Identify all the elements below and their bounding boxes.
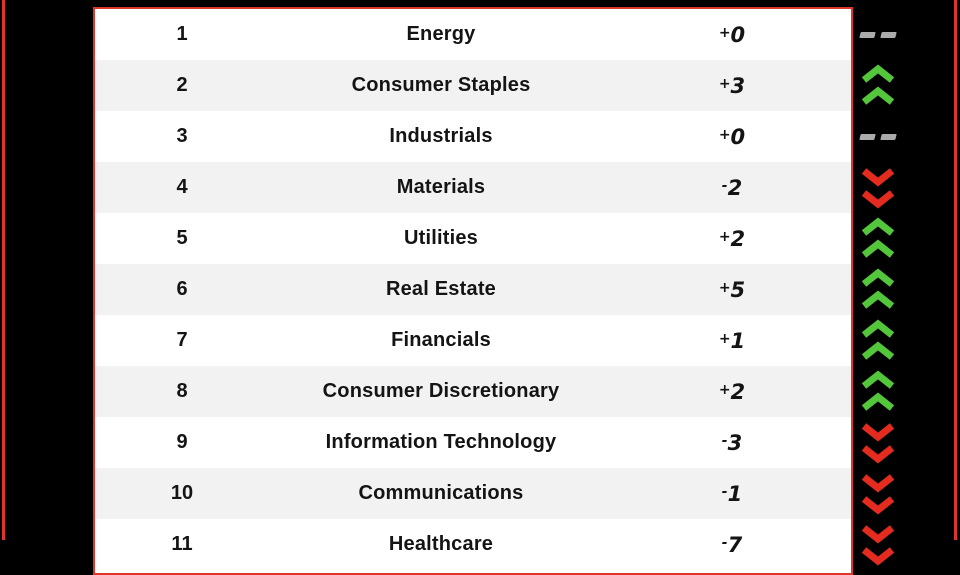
chevron-down-icon bbox=[861, 474, 895, 515]
sector-name-cell: Healthcare bbox=[388, 533, 494, 555]
sector-name-cell: Consumer Staples bbox=[351, 74, 531, 96]
flat-dash-icon bbox=[859, 133, 876, 140]
rank-change-cell: +1 bbox=[718, 328, 746, 353]
sector-name-cell: Energy bbox=[406, 23, 476, 45]
table-row: 5 Utilities +2 bbox=[95, 213, 851, 264]
chevron-up-icon bbox=[861, 217, 895, 258]
rank-cell: 3 bbox=[176, 125, 188, 147]
rank-change-cell: +0 bbox=[718, 22, 746, 47]
sector-name-cell: Financials bbox=[391, 329, 491, 351]
sector-name-cell: Materials bbox=[396, 176, 486, 198]
chevron-down-icon bbox=[861, 423, 895, 464]
rank-change-cell: -2 bbox=[721, 175, 743, 200]
table-row: 8 Consumer Discretionary +2 bbox=[95, 366, 851, 417]
trend-indicator bbox=[853, 111, 903, 162]
table-row: 7 Financials +1 bbox=[95, 315, 851, 366]
frame-border-left bbox=[2, 0, 5, 540]
table-row: 2 Consumer Staples +3 bbox=[95, 60, 851, 111]
rank-change-cell: -1 bbox=[721, 481, 743, 506]
rank-change-cell: +2 bbox=[718, 379, 746, 404]
table-row: 11 Healthcare -7 bbox=[95, 519, 851, 570]
trend-indicator bbox=[853, 213, 903, 264]
trend-indicator-column bbox=[853, 9, 903, 570]
trend-indicator bbox=[853, 9, 903, 60]
rank-cell: 5 bbox=[176, 227, 188, 249]
rank-change-cell: -7 bbox=[721, 532, 743, 557]
table-row: 3 Industrials +0 bbox=[95, 111, 851, 162]
frame-border-right bbox=[954, 0, 957, 540]
trend-indicator bbox=[853, 366, 903, 417]
chevron-down-icon bbox=[861, 525, 895, 566]
chevron-up-icon bbox=[861, 319, 895, 360]
chevron-down-icon bbox=[861, 168, 895, 209]
rank-change-cell: +0 bbox=[718, 124, 746, 149]
rank-cell: 9 bbox=[176, 431, 188, 453]
rank-cell: 8 bbox=[176, 380, 188, 402]
table-row: 10 Communications -1 bbox=[95, 468, 851, 519]
rank-cell: 6 bbox=[176, 278, 188, 300]
sector-name-cell: Real Estate bbox=[385, 278, 497, 300]
trend-indicator bbox=[853, 264, 903, 315]
rank-cell: 10 bbox=[170, 482, 194, 504]
trend-indicator bbox=[853, 519, 903, 570]
sector-name-cell: Consumer Discretionary bbox=[322, 380, 560, 402]
rank-cell: 2 bbox=[176, 74, 188, 96]
table-row: 9 Information Technology -3 bbox=[95, 417, 851, 468]
sector-rank-table: 1 Energy +0 2 Consumer Staples +3 3 Indu… bbox=[93, 7, 853, 575]
rank-cell: 1 bbox=[176, 23, 188, 45]
flat-dash-icon bbox=[880, 133, 897, 140]
trend-indicator bbox=[853, 60, 903, 111]
table-row: 6 Real Estate +5 bbox=[95, 264, 851, 315]
rank-change-cell: +3 bbox=[718, 73, 746, 98]
rank-change-cell: +2 bbox=[718, 226, 746, 251]
rank-cell: 4 bbox=[176, 176, 188, 198]
rank-change-cell: -3 bbox=[721, 430, 743, 455]
flat-dash-icon bbox=[880, 31, 897, 38]
sector-name-cell: Communications bbox=[358, 482, 524, 504]
flat-dash-icon bbox=[859, 31, 876, 38]
rank-cell: 7 bbox=[176, 329, 188, 351]
table-row: 4 Materials -2 bbox=[95, 162, 851, 213]
sector-name-cell: Industrials bbox=[389, 125, 493, 147]
rank-cell: 11 bbox=[171, 533, 193, 555]
trend-indicator bbox=[853, 468, 903, 519]
chevron-up-icon bbox=[861, 64, 895, 105]
sector-name-cell: Utilities bbox=[403, 227, 479, 249]
chevron-up-icon bbox=[861, 268, 895, 309]
sector-name-cell: Information Technology bbox=[325, 431, 557, 453]
trend-indicator bbox=[853, 162, 903, 213]
rank-change-cell: +5 bbox=[718, 277, 746, 302]
trend-indicator bbox=[853, 315, 903, 366]
trend-indicator bbox=[853, 417, 903, 468]
table-row: 1 Energy +0 bbox=[95, 9, 851, 60]
chevron-up-icon bbox=[861, 370, 895, 411]
